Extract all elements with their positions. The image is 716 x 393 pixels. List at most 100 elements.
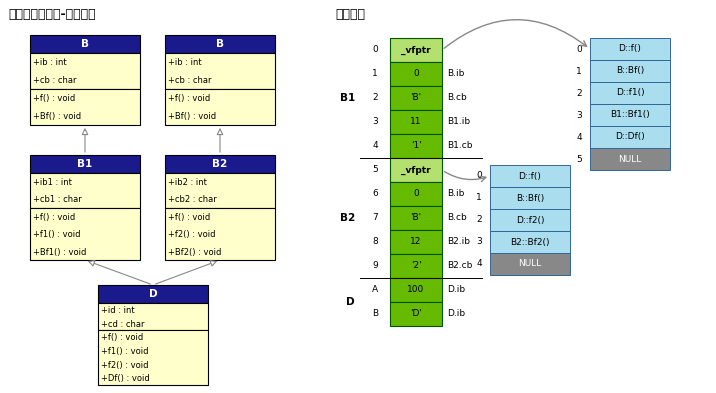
Text: B1.ib: B1.ib bbox=[447, 118, 470, 127]
Text: B2.cb: B2.cb bbox=[447, 261, 473, 270]
Bar bbox=[30, 155, 140, 173]
Bar bbox=[30, 35, 140, 53]
Text: 3: 3 bbox=[372, 118, 378, 127]
Bar bbox=[390, 158, 442, 182]
Text: 0: 0 bbox=[413, 189, 419, 198]
Text: B: B bbox=[216, 39, 224, 49]
Text: D::f1(): D::f1() bbox=[616, 88, 644, 97]
Text: D::f2(): D::f2() bbox=[516, 215, 544, 224]
Bar bbox=[390, 302, 442, 326]
Text: 2: 2 bbox=[372, 94, 378, 103]
Bar bbox=[165, 155, 275, 173]
Text: NULL: NULL bbox=[518, 259, 541, 268]
Text: +ib2 : int: +ib2 : int bbox=[168, 178, 207, 187]
Text: 2: 2 bbox=[576, 88, 582, 97]
Text: '1': '1' bbox=[410, 141, 422, 151]
Text: B::Bf(): B::Bf() bbox=[616, 66, 644, 75]
Bar bbox=[390, 134, 442, 158]
Bar bbox=[590, 82, 670, 104]
Bar bbox=[490, 187, 570, 209]
Text: NULL: NULL bbox=[619, 154, 642, 163]
Text: B2::Bf2(): B2::Bf2() bbox=[511, 237, 550, 246]
Text: 0: 0 bbox=[476, 171, 482, 180]
Bar bbox=[490, 165, 570, 187]
Bar bbox=[165, 208, 275, 260]
Text: B2: B2 bbox=[213, 159, 228, 169]
Text: +f() : void: +f() : void bbox=[168, 213, 211, 222]
Bar bbox=[390, 254, 442, 278]
Text: B: B bbox=[81, 39, 89, 49]
Text: 0: 0 bbox=[372, 46, 378, 55]
Text: 3: 3 bbox=[576, 110, 582, 119]
Bar bbox=[490, 231, 570, 253]
Text: +Bf() : void: +Bf() : void bbox=[33, 112, 81, 121]
Text: +f() : void: +f() : void bbox=[33, 94, 75, 103]
Bar bbox=[390, 86, 442, 110]
Text: D.ib: D.ib bbox=[447, 310, 465, 318]
Bar bbox=[30, 89, 140, 125]
Text: +f2() : void: +f2() : void bbox=[101, 361, 148, 370]
Bar bbox=[390, 206, 442, 230]
Text: D: D bbox=[347, 297, 355, 307]
Text: 5: 5 bbox=[372, 165, 378, 174]
Text: B1::Bf1(): B1::Bf1() bbox=[610, 110, 650, 119]
Text: +f2() : void: +f2() : void bbox=[168, 230, 216, 239]
Bar bbox=[30, 53, 140, 89]
Text: 'B': 'B' bbox=[410, 94, 422, 103]
Text: +cb : char: +cb : char bbox=[33, 76, 77, 85]
Bar bbox=[590, 104, 670, 126]
Text: 7: 7 bbox=[372, 213, 378, 222]
Bar bbox=[490, 253, 570, 275]
Text: 0: 0 bbox=[413, 70, 419, 79]
Text: 4: 4 bbox=[576, 132, 582, 141]
Bar bbox=[165, 35, 275, 53]
Bar bbox=[98, 285, 208, 303]
Text: 内存分布: 内存分布 bbox=[335, 8, 365, 21]
Bar bbox=[30, 173, 140, 208]
Text: +Df() : void: +Df() : void bbox=[101, 375, 150, 383]
Text: +ib : int: +ib : int bbox=[33, 59, 67, 68]
Text: 9: 9 bbox=[372, 261, 378, 270]
Bar bbox=[390, 182, 442, 206]
Bar bbox=[390, 110, 442, 134]
Text: _vfptr: _vfptr bbox=[401, 165, 431, 174]
Text: +f() : void: +f() : void bbox=[33, 213, 75, 222]
Text: D::Df(): D::Df() bbox=[615, 132, 645, 141]
Text: D: D bbox=[149, 289, 158, 299]
Text: 4: 4 bbox=[476, 259, 482, 268]
Text: +Bf1() : void: +Bf1() : void bbox=[33, 248, 87, 257]
Bar bbox=[30, 208, 140, 260]
Text: B.cb: B.cb bbox=[447, 94, 467, 103]
Bar bbox=[390, 38, 442, 62]
Text: 2: 2 bbox=[476, 215, 482, 224]
Text: +cb2 : char: +cb2 : char bbox=[168, 195, 217, 204]
Bar bbox=[390, 278, 442, 302]
Text: B1: B1 bbox=[340, 93, 355, 103]
Text: B1.cb: B1.cb bbox=[447, 141, 473, 151]
Text: 'D': 'D' bbox=[410, 310, 422, 318]
Text: B.ib: B.ib bbox=[447, 70, 465, 79]
Text: +cb : char: +cb : char bbox=[168, 76, 211, 85]
Text: +f1() : void: +f1() : void bbox=[101, 347, 148, 356]
Text: 1: 1 bbox=[576, 66, 582, 75]
Text: D::f(): D::f() bbox=[518, 171, 541, 180]
Text: 100: 100 bbox=[407, 285, 425, 294]
Bar bbox=[590, 148, 670, 170]
Text: 12: 12 bbox=[410, 237, 422, 246]
Bar bbox=[165, 53, 275, 89]
Text: '2': '2' bbox=[411, 261, 421, 270]
Text: D.ib: D.ib bbox=[447, 285, 465, 294]
Text: B2: B2 bbox=[340, 213, 355, 223]
Text: B::Bf(): B::Bf() bbox=[516, 193, 544, 202]
Text: +Bf2() : void: +Bf2() : void bbox=[168, 248, 221, 257]
Text: 'B': 'B' bbox=[410, 213, 422, 222]
Text: +ib1 : int: +ib1 : int bbox=[33, 178, 72, 187]
Bar bbox=[490, 209, 570, 231]
Text: A: A bbox=[372, 285, 378, 294]
Text: 8: 8 bbox=[372, 237, 378, 246]
Bar bbox=[98, 331, 208, 385]
Text: B2.ib: B2.ib bbox=[447, 237, 470, 246]
Bar bbox=[98, 303, 208, 331]
Text: _vfptr: _vfptr bbox=[401, 46, 431, 55]
Text: 0: 0 bbox=[576, 44, 582, 53]
